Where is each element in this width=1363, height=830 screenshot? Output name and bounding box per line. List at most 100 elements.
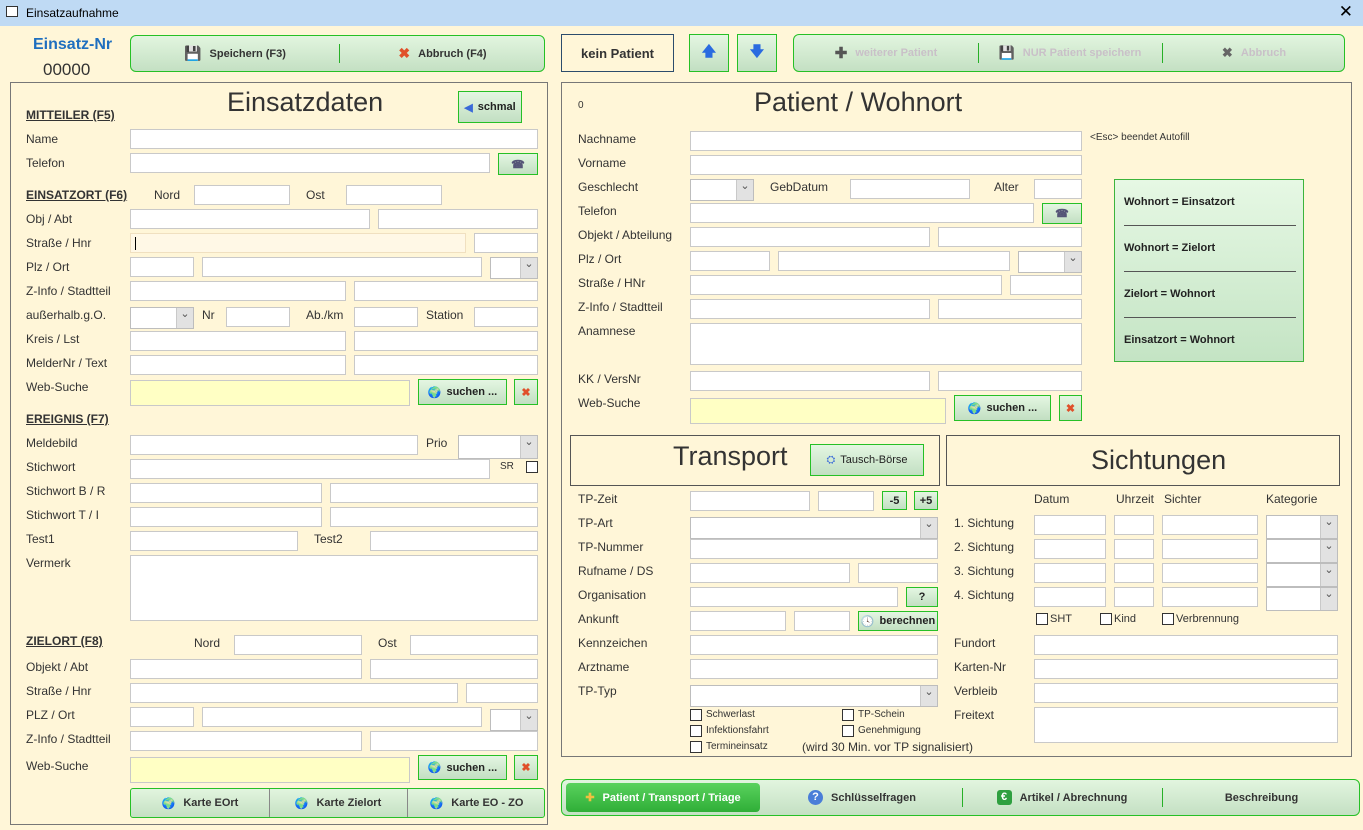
zielort-search-button[interactable]: 🌍 suchen ... xyxy=(418,755,507,780)
sichtung-kategorie-select[interactable] xyxy=(1266,563,1338,587)
versnr-input[interactable] xyxy=(938,371,1082,391)
einsatzort-strasse-input[interactable] xyxy=(130,233,466,253)
patient-search-button[interactable]: 🌍 suchen ... xyxy=(954,395,1051,421)
einsatzort-nord-input[interactable] xyxy=(194,185,290,205)
zielort-ort-select[interactable] xyxy=(490,709,538,731)
vermerk-textarea[interactable] xyxy=(130,555,538,621)
einsatzort-ort-select[interactable] xyxy=(490,257,538,279)
einsatzort-lst-input[interactable] xyxy=(354,331,538,351)
patient-clear-button[interactable]: ✖ xyxy=(1059,395,1082,421)
patient-plz-input[interactable] xyxy=(690,251,770,271)
ankunft-time-input[interactable] xyxy=(794,611,850,631)
sichtung-sichter-input[interactable] xyxy=(1162,515,1258,535)
einsatzort-meldernr-input[interactable] xyxy=(130,355,346,375)
sht-checkbox[interactable] xyxy=(1036,613,1048,625)
phone-lookup-button[interactable]: ☎ xyxy=(498,153,538,175)
zielort-objekt-input[interactable] xyxy=(130,659,362,679)
patient-objekt-input[interactable] xyxy=(690,227,930,247)
next-patient-button[interactable]: 🡇 xyxy=(737,34,777,72)
einsatzort-ort-input[interactable] xyxy=(202,257,482,277)
map-eo-zo-button[interactable]: 🌍 Karte EO - ZO xyxy=(407,789,546,817)
einsatzort-nr-input[interactable] xyxy=(226,307,290,327)
anamnese-textarea[interactable] xyxy=(690,323,1082,365)
einsatzort-ost-input[interactable] xyxy=(346,185,442,205)
mitteiler-telefon-input[interactable] xyxy=(130,153,490,173)
tpschein-checkbox[interactable] xyxy=(842,709,854,721)
freitext-textarea[interactable] xyxy=(1034,707,1338,743)
zielort-ost-input[interactable] xyxy=(410,635,538,655)
sichtung-datum-input[interactable] xyxy=(1034,539,1106,559)
patient-ort-input[interactable] xyxy=(778,251,1010,271)
plus5-button[interactable]: +5 xyxy=(914,491,938,510)
tpzeit-date-input[interactable] xyxy=(690,491,810,511)
copy-wohnort-einsatzort[interactable]: Wohnort = Einsatzort xyxy=(1124,196,1235,208)
mitteiler-name-input[interactable] xyxy=(130,129,538,149)
previous-patient-button[interactable]: 🡅 xyxy=(689,34,729,72)
close-icon[interactable]: ✕ xyxy=(1338,2,1353,21)
vorname-input[interactable] xyxy=(690,155,1082,175)
minus5-button[interactable]: -5 xyxy=(882,491,907,510)
cancel-button[interactable]: ✖ Abbruch (F4) xyxy=(339,36,546,71)
organisation-help-button[interactable]: ? xyxy=(906,587,938,607)
ds-input[interactable] xyxy=(858,563,938,583)
zielort-plz-input[interactable] xyxy=(130,707,194,727)
map-einsatzort-button[interactable]: 🌍 Karte EOrt xyxy=(131,789,269,817)
schmal-button[interactable]: ◀ schmal xyxy=(458,91,522,123)
tpnummer-input[interactable] xyxy=(690,539,938,559)
meldebild-input[interactable] xyxy=(130,435,418,455)
patient-websuche-input[interactable] xyxy=(690,398,946,424)
ankunft-date-input[interactable] xyxy=(690,611,786,631)
einsatzort-kreis-input[interactable] xyxy=(130,331,346,351)
sichtung-sichter-input[interactable] xyxy=(1162,563,1258,583)
sichtung-datum-input[interactable] xyxy=(1034,587,1106,607)
zielort-abteilung-input[interactable] xyxy=(370,659,538,679)
tptyp-select[interactable] xyxy=(690,685,938,707)
sichtung-kategorie-select[interactable] xyxy=(1266,539,1338,563)
sr-checkbox[interactable] xyxy=(526,461,538,473)
geschlecht-select[interactable] xyxy=(690,179,754,201)
patient-cancel-button[interactable]: ✖ Abbruch xyxy=(1162,35,1346,71)
gebdatum-input[interactable] xyxy=(850,179,970,199)
sichtung-sichter-input[interactable] xyxy=(1162,539,1258,559)
patient-telefon-input[interactable] xyxy=(690,203,1034,223)
sichtung-uhrzeit-input[interactable] xyxy=(1114,587,1154,607)
zielort-websuche-input[interactable] xyxy=(130,757,410,783)
zielort-strasse-input[interactable] xyxy=(130,683,458,703)
stichwort-i-input[interactable] xyxy=(330,507,538,527)
save-button[interactable]: 💾 Speichern (F3) xyxy=(131,36,339,71)
test1-input[interactable] xyxy=(130,531,298,551)
einsatzort-objekt-input[interactable] xyxy=(130,209,370,229)
organisation-input[interactable] xyxy=(690,587,898,607)
patient-ort-select[interactable] xyxy=(1018,251,1082,273)
sichtung-sichter-input[interactable] xyxy=(1162,587,1258,607)
einsatzort-stadtteil-input[interactable] xyxy=(354,281,538,301)
sichtung-uhrzeit-input[interactable] xyxy=(1114,563,1154,583)
einsatzort-zinfo-input[interactable] xyxy=(130,281,346,301)
patient-abteilung-input[interactable] xyxy=(938,227,1082,247)
tab-artikel-abrechnung[interactable]: € Artikel / Abrechnung xyxy=(962,780,1162,815)
infektionsfahrt-checkbox[interactable] xyxy=(690,725,702,737)
patient-stadtteil-input[interactable] xyxy=(938,299,1082,319)
sichtung-uhrzeit-input[interactable] xyxy=(1114,539,1154,559)
map-zielort-button[interactable]: 🌍 Karte Zielort xyxy=(269,789,407,817)
termineinsatz-checkbox[interactable] xyxy=(690,741,702,753)
rufname-input[interactable] xyxy=(690,563,850,583)
fundort-input[interactable] xyxy=(1034,635,1338,655)
einsatzort-websuche-input[interactable] xyxy=(130,380,410,406)
sichtung-datum-input[interactable] xyxy=(1034,563,1106,583)
prio-select[interactable] xyxy=(458,435,538,459)
zielort-zinfo-input[interactable] xyxy=(130,731,362,751)
nachname-input[interactable] xyxy=(690,131,1082,151)
patient-hausnummer-input[interactable] xyxy=(1010,275,1082,295)
sichtung-uhrzeit-input[interactable] xyxy=(1114,515,1154,535)
tausch-boerse-button[interactable]: ⛭ Tausch-Börse xyxy=(810,444,924,476)
copy-zielort-wohnort[interactable]: Zielort = Wohnort xyxy=(1124,288,1216,300)
kennzeichen-input[interactable] xyxy=(690,635,938,655)
stichwort-t-input[interactable] xyxy=(130,507,322,527)
zielort-hausnummer-input[interactable] xyxy=(466,683,538,703)
tab-schluesselfragen[interactable]: ? Schlüsselfragen xyxy=(762,780,962,815)
zielort-ort-input[interactable] xyxy=(202,707,482,727)
save-patient-only-button[interactable]: 💾 NUR Patient speichern xyxy=(978,35,1162,71)
zielort-nord-input[interactable] xyxy=(234,635,362,655)
tab-beschreibung[interactable]: Beschreibung xyxy=(1162,780,1361,815)
